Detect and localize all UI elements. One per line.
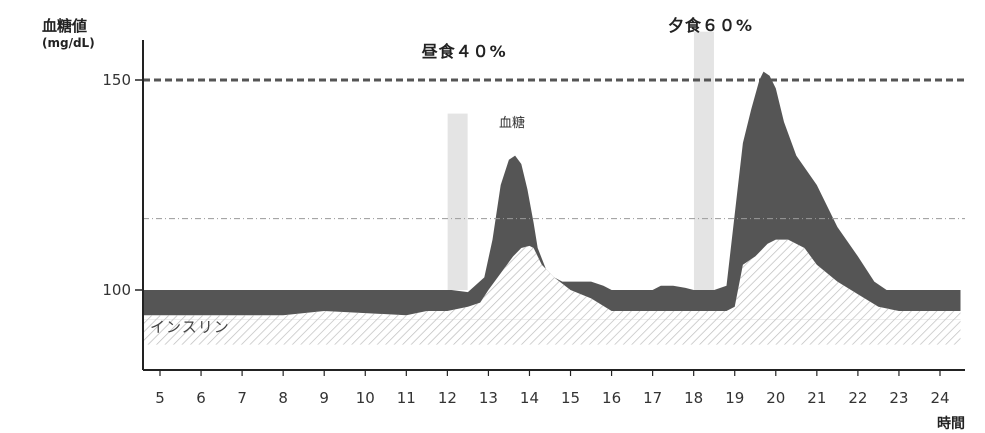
- lunch-label: 昼食４０%: [421, 42, 507, 61]
- y-axis-unit: (mg/dL): [42, 36, 95, 50]
- y-axis-label: 血糖値: [42, 17, 88, 35]
- dinner-label: 夕食６０%: [667, 16, 753, 35]
- x-tick-label: 14: [520, 389, 539, 407]
- x-tick-label: 9: [319, 389, 329, 407]
- x-axis-title: 時間: [937, 416, 965, 432]
- x-tick-label: 17: [643, 389, 662, 407]
- meal-marker: [693, 31, 714, 290]
- x-tick-label: 24: [930, 389, 949, 407]
- y-tick-label: 150: [102, 71, 131, 89]
- x-tick-label: 16: [602, 389, 621, 407]
- x-tick-label: 6: [196, 389, 206, 407]
- x-tick-label: 10: [356, 389, 375, 407]
- x-tick-label: 7: [237, 389, 247, 407]
- x-tick-label: 19: [725, 389, 744, 407]
- meal-marker: [447, 113, 468, 290]
- x-tick-label: 5: [155, 389, 165, 407]
- x-tick-label: 8: [278, 389, 288, 407]
- x-tick-label: 15: [561, 389, 580, 407]
- x-tick-label: 11: [397, 389, 416, 407]
- x-tick-label: 22: [848, 389, 867, 407]
- y-tick-label: 100: [102, 281, 131, 299]
- x-tick-label: 23: [889, 389, 908, 407]
- y-axis-title: 血糖値 (mg/dL): [42, 18, 95, 52]
- x-tick-label: 20: [766, 389, 785, 407]
- x-tick-label: 12: [438, 389, 457, 407]
- x-tick-label: 18: [684, 389, 703, 407]
- blood-sugar-annotation: 血糖: [499, 115, 526, 131]
- insulin-annotation: インスリン: [150, 317, 230, 336]
- x-tick-label: 13: [479, 389, 498, 407]
- insulin-floor-band: [143, 319, 961, 345]
- x-tick-label: 21: [807, 389, 826, 407]
- insulin-area: [143, 239, 961, 320]
